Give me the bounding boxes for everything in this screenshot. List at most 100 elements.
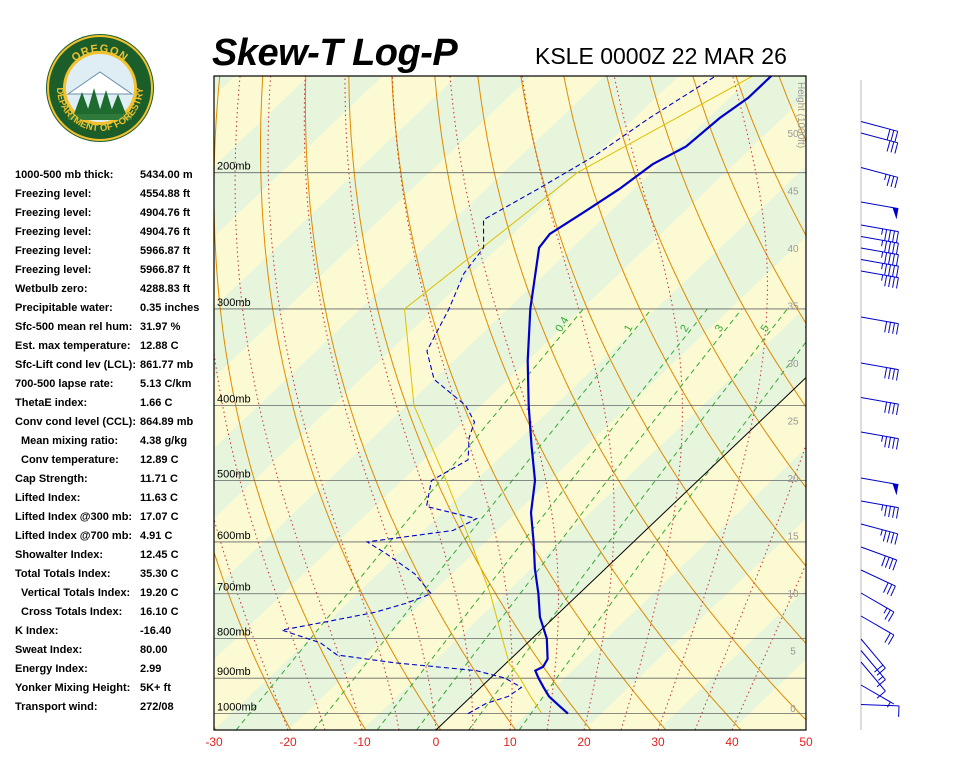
stat-label: Vertical Totals Index: [21,587,131,599]
stat-row: Conv cond level (CCL): 864.89 mb [15,414,215,433]
wind-barb [860,121,899,143]
stat-value: 12.89 C [140,454,179,466]
mixing-ratio-label: 5 [759,323,772,334]
stat-label: Freezing level: [15,188,92,200]
stat-label: Cross Totals Index: [21,606,123,618]
stat-value: 861.77 mb [140,359,194,371]
wind-barb [860,592,895,622]
stat-label: 700-500 lapse rate: [15,378,114,390]
stat-value: 12.88 C [140,340,179,352]
wind-barb [860,259,899,277]
stat-label: Yonker Mixing Height: [15,682,131,694]
stat-row: Freezing level: 4904.76 ft [15,224,215,243]
x-tick-label: 50 [799,735,813,749]
stat-row: Vertical Totals Index: 19.20 C [15,585,215,604]
x-tick-label: -30 [205,735,223,749]
parcel-trace [403,76,753,714]
isobar-label: 700mb [217,582,251,594]
stat-label: Cap Strength: [15,473,88,485]
isobar-label: 800mb [217,627,251,639]
stat-value: 0.35 inches [140,302,200,314]
stat-value: 31.97 % [140,321,181,333]
x-tick-label: -20 [279,735,297,749]
isobar-label: 400mb [217,394,251,406]
temperature-band [214,76,235,96]
stat-value: 1.66 C [140,397,173,409]
wind-barb [860,661,886,699]
temperature-band [214,95,806,730]
wind-barb [860,270,899,289]
stat-value: 5434.00 m [140,169,193,181]
stat-value: 11.63 C [140,492,178,504]
stat-row: Cross Totals Index: 16.10 C [15,604,215,623]
dry-adiabat [63,76,141,730]
wind-barb [860,362,899,381]
stat-row: ThetaE index: 1.66 C [15,395,215,414]
mixing-ratio-line [313,308,652,730]
stat-row: Sfc-500 mean rel hum: 31.97 % [15,319,215,338]
x-tick-label: 40 [725,735,739,749]
stat-row: 1000-500 mb thick: 5434.00 m [15,167,215,186]
stat-row: Sfc-Lift cond lev (LCL): 861.77 mb [15,357,215,376]
height-tick-label: 40 [787,244,799,255]
stat-row: Conv temperature: 12.89 C [15,452,215,471]
temperature-band [806,76,960,730]
mixing-ratio-label: 2 [678,323,691,334]
stat-row: Lifted Index @700 mb: 4.91 C [15,528,215,547]
x-tick-label: 10 [503,735,517,749]
height-axis-label: Height (1000ft) [795,82,806,148]
wind-barb [860,236,899,254]
stat-value: 5966.87 ft [140,245,191,257]
height-tick-label: 25 [787,417,799,428]
dry-adiabat [214,725,217,730]
x-tick-label: -10 [353,735,371,749]
wind-barb [860,316,899,335]
stat-label: Lifted Index @300 mb: [15,511,133,523]
isobar-label: 300mb [217,297,251,309]
height-tick-label: 45 [787,187,799,198]
stat-row: 700-500 lapse rate: 5.13 C/km [15,376,215,395]
stat-value: 5.13 C/km [140,378,192,390]
odf-logo: OREGON DEPARTMENT OF FORESTRY [44,32,156,144]
stat-label: Precipitable water: [15,302,113,314]
temperature-band [584,518,806,730]
dry-adiabat [951,76,960,730]
wind-barb [860,224,899,243]
stat-value: 4.38 g/kg [140,435,188,447]
stat-row: Freezing level: 4904.76 ft [15,205,215,224]
stat-value: 80.00 [140,644,168,656]
stat-value: 12.45 C [140,549,179,561]
isobar-label: 500mb [217,469,251,481]
stat-label: Freezing level: [15,207,92,219]
zero-isotherm [435,376,806,730]
stat-label: Sfc-500 mean rel hum: [15,321,133,333]
stat-row: Lifted Index: 11.63 C [15,490,215,509]
wind-barb [860,397,899,415]
temperature-band [510,448,806,730]
plot-frame [213,75,807,731]
stat-row: Showalter Index: 12.45 C [15,547,215,566]
stat-row: Yonker Mixing Height: 5K+ ft [15,680,215,699]
temperature-band [214,166,806,730]
stat-label: Conv temperature: [21,454,119,466]
height-tick-label: 20 [787,474,799,485]
isobar-label: 900mb [217,666,251,678]
stat-value: 4904.76 ft [140,226,191,238]
dry-adiabat [908,76,960,730]
stat-row: Freezing level: 5966.87 ft [15,262,215,281]
wind-barb [860,569,896,597]
height-tick-label: 35 [787,302,799,313]
stat-value: 4.91 C [140,530,173,542]
mixing-ratio-line [518,341,806,730]
stat-row: Cap Strength: 11.71 C [15,471,215,490]
stat-label: Lifted Index @700 mb: [15,530,133,542]
stat-row: K Index: -16.40 [15,623,215,642]
stat-value: 864.89 mb [140,416,194,428]
stat-value: 35.30 C [140,568,179,580]
stat-value: 4288.83 ft [140,283,191,295]
stat-label: Wetbulb zero: [15,283,88,295]
stat-label: Energy Index: [15,663,88,675]
stat-value: 4554.88 ft [140,188,191,200]
x-tick-label: 20 [577,735,591,749]
page-title: Skew-T Log-P [212,32,458,74]
